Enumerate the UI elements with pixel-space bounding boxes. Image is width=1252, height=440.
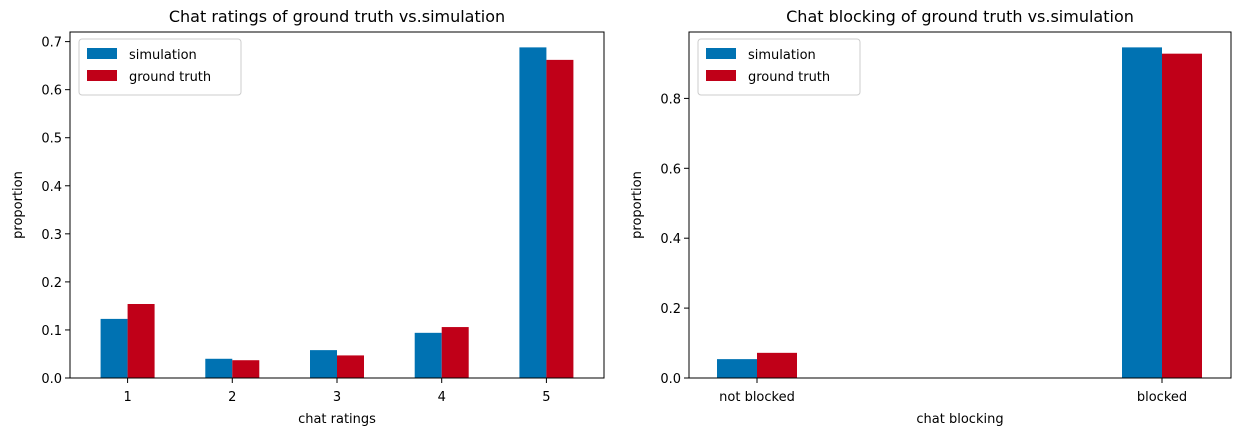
x-axis-label: chat ratings: [298, 412, 376, 427]
y-tick-label: 0.0: [660, 372, 681, 387]
legend-swatch-simulation: [706, 48, 736, 59]
bar-ground-truth-4: [441, 327, 469, 378]
chart-title: Chat blocking of ground truth vs.simulat…: [786, 7, 1134, 26]
bar-simulation-1: [100, 318, 128, 378]
y-tick-label: 0.1: [41, 324, 62, 339]
legend-swatch-simulation: [87, 48, 117, 59]
y-tick-label: 0.2: [660, 302, 681, 317]
bar-simulation-4: [414, 332, 442, 378]
x-tick-label: not blocked: [719, 390, 795, 405]
x-axis-label: chat blocking: [916, 412, 1003, 427]
x-tick-label: 4: [438, 390, 446, 405]
chart-2: Chat blocking of ground truth vs.simulat…: [630, 7, 1232, 427]
legend-label: ground truth: [129, 70, 211, 85]
bar-ground-truth-3: [337, 355, 364, 378]
bar-ground-truth-2: [232, 360, 260, 378]
y-tick-label: 0.5: [41, 132, 62, 147]
bar-ground-truth-not-blocked: [757, 352, 797, 378]
plot-frame: [688, 31, 1232, 379]
bar-ground-truth-5: [546, 59, 574, 378]
legend-label: ground truth: [748, 70, 830, 85]
legend-label: simulation: [129, 48, 197, 63]
bar-simulation-blocked: [1122, 47, 1162, 378]
y-tick-label: 0.2: [41, 276, 62, 291]
chart-1: Chat ratings of ground truth vs.simulati…: [11, 7, 605, 427]
x-tick-label: 2: [228, 390, 236, 405]
y-tick-label: 0.8: [660, 92, 681, 107]
legend-box: [78, 38, 242, 96]
y-tick-label: 0.7: [41, 36, 62, 51]
bar-simulation-5: [519, 47, 547, 378]
x-tick-label: 3: [333, 390, 341, 405]
y-axis-label: proportion: [630, 171, 645, 239]
bar-simulation-2: [205, 358, 233, 378]
y-tick-label: 0.4: [660, 232, 681, 247]
y-tick-label: 0.0: [41, 372, 62, 387]
y-tick-label: 0.3: [41, 228, 62, 243]
x-tick-label: 5: [542, 390, 550, 405]
chart-title: Chat ratings of ground truth vs.simulati…: [169, 7, 505, 26]
bar-ground-truth-1: [127, 303, 155, 378]
x-tick-label: blocked: [1137, 390, 1187, 405]
bar-simulation-not-blocked: [717, 359, 757, 378]
legend-swatch-ground-truth: [706, 70, 736, 81]
x-tick-label: 1: [123, 390, 131, 405]
legend-swatch-ground-truth: [87, 70, 117, 81]
y-axis-label: proportion: [11, 171, 26, 239]
y-tick-label: 0.6: [41, 84, 62, 99]
bar-simulation-3: [310, 350, 337, 378]
legend-box: [697, 38, 861, 96]
y-tick-label: 0.4: [41, 180, 62, 195]
y-tick-label: 0.6: [660, 162, 681, 177]
bar-ground-truth-blocked: [1162, 53, 1202, 378]
legend-label: simulation: [748, 48, 816, 63]
